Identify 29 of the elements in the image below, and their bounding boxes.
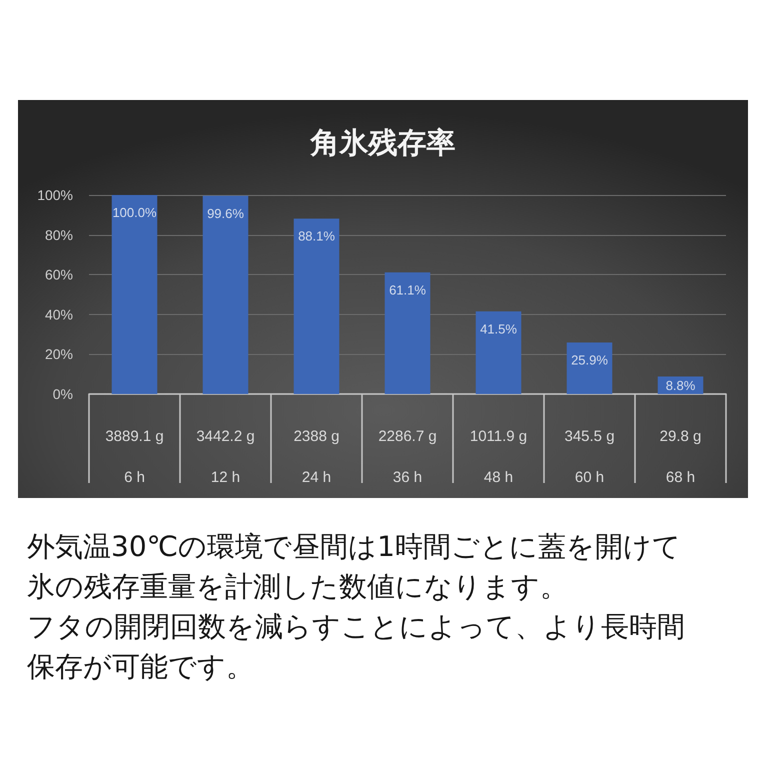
- bar: [476, 311, 522, 394]
- category-label: 345.5 g 60 h: [564, 428, 615, 486]
- category-label: 2286.7 g 36 h: [378, 428, 437, 486]
- y-tick-label: 40%: [44, 306, 73, 322]
- y-tick-label: 80%: [44, 226, 73, 243]
- data-label: 100.0%: [112, 205, 157, 220]
- bar: [202, 196, 248, 394]
- text: フタの開閉回数を減らすことによって、より長時間保存が可能です。: [27, 609, 686, 685]
- bar: [384, 272, 430, 394]
- bar: [566, 342, 612, 394]
- y-tick-label: 0%: [52, 386, 73, 402]
- y-tick-label: 100%: [37, 187, 73, 203]
- bar: [294, 218, 340, 394]
- text: 外気温30℃の環境で昼間は1時間ごとに蓋を開けて氷の残存重量を計測した数値になります。: [27, 529, 682, 605]
- category-label: 29.8 g 68 h: [660, 428, 702, 486]
- data-label: 8.8%: [666, 378, 696, 394]
- category-label: 2388 g 24 h: [294, 428, 340, 486]
- data-label: 25.9%: [571, 352, 608, 368]
- y-tick-label: 60%: [44, 266, 73, 283]
- category-label: 3442.2 g 12 h: [196, 428, 255, 486]
- category-label: 3889.1 g 6 h: [105, 428, 164, 486]
- data-label: 61.1%: [389, 282, 426, 298]
- data-label: 41.5%: [480, 321, 518, 336]
- data-label: 88.1%: [298, 228, 336, 244]
- y-tick-label: 20%: [44, 346, 73, 362]
- chart-title: 角氷残存率: [310, 126, 456, 160]
- bar: [112, 195, 158, 394]
- data-label: 99.6%: [207, 206, 244, 221]
- category-label: 1011.9 g 48 h: [470, 428, 528, 486]
